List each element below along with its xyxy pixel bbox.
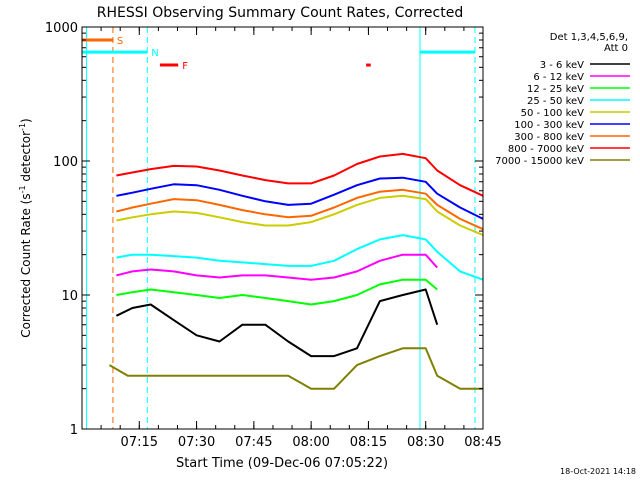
series-line [116, 188, 484, 231]
legend-label: 50 - 100 keV [521, 108, 585, 119]
legend-label: 3 - 6 keV [540, 60, 584, 71]
series-line [116, 194, 484, 237]
y-axis-label-superscript: -1 [18, 185, 27, 193]
x-tick-label: 08:15 [350, 435, 387, 450]
x-axis-label: Start Time (09-Dec-06 07:05:22) [176, 456, 388, 471]
y-axis-label-part: detector [19, 131, 33, 186]
series-line [108, 347, 483, 390]
y-axis-label-part: Corrected Count Rate (s [19, 193, 33, 337]
plot-frame [81, 26, 484, 430]
series-line [116, 152, 484, 197]
saa-bar-label: S [117, 36, 123, 47]
legend-label: 100 - 300 keV [514, 120, 584, 131]
y-axis-label-superscript: -1 [18, 123, 27, 131]
series-line [116, 176, 484, 220]
y-tick-label: 10 [61, 289, 78, 304]
legend-label: 300 - 800 keV [514, 132, 584, 143]
night-bar-label: N [151, 48, 158, 59]
y-tick-label: 1000 [45, 21, 78, 36]
x-tick-label: 08:30 [407, 435, 444, 450]
flag-layer: S N F [82, 27, 476, 429]
legend-label: 12 - 25 keV [527, 84, 584, 95]
x-axis: 07:15 07:30 07:45 08:00 08:15 08:30 08:45 [81, 27, 502, 450]
legend-header: Det 1,3,4,5,6,9, [550, 32, 628, 43]
chart-title: RHESSI Observing Summary Count Rates, Co… [97, 5, 463, 21]
x-tick-label: 08:00 [292, 435, 329, 450]
y-axis-label: Corrected Count Rate (s-1 detector-1) [18, 118, 33, 337]
y-tick-label: 1 [70, 423, 78, 438]
series-line [116, 234, 484, 281]
legend-label: 7000 - 15000 keV [495, 156, 584, 167]
legend-header: Att 0 [604, 43, 628, 54]
legend-label: 25 - 50 keV [527, 96, 584, 107]
y-axis: 1 10 100 1000 [45, 21, 483, 438]
series-line [116, 278, 438, 306]
x-tick-label: 07:15 [121, 435, 158, 450]
legend-label: 800 - 7000 keV [508, 144, 584, 155]
legend-label: 6 - 12 keV [533, 72, 584, 83]
x-tick-label: 07:30 [178, 435, 215, 450]
y-tick-label: 100 [53, 155, 78, 170]
footer-date: 18-Oct-2021 14:18 [560, 467, 636, 476]
series-line [115, 288, 439, 358]
series-line [116, 253, 438, 281]
x-tick-label: 08:45 [464, 435, 501, 450]
flare-bar-label: F [182, 61, 188, 72]
x-tick-label: 07:45 [235, 435, 272, 450]
series-layer [108, 152, 484, 390]
y-axis-label-part: ) [19, 118, 33, 123]
